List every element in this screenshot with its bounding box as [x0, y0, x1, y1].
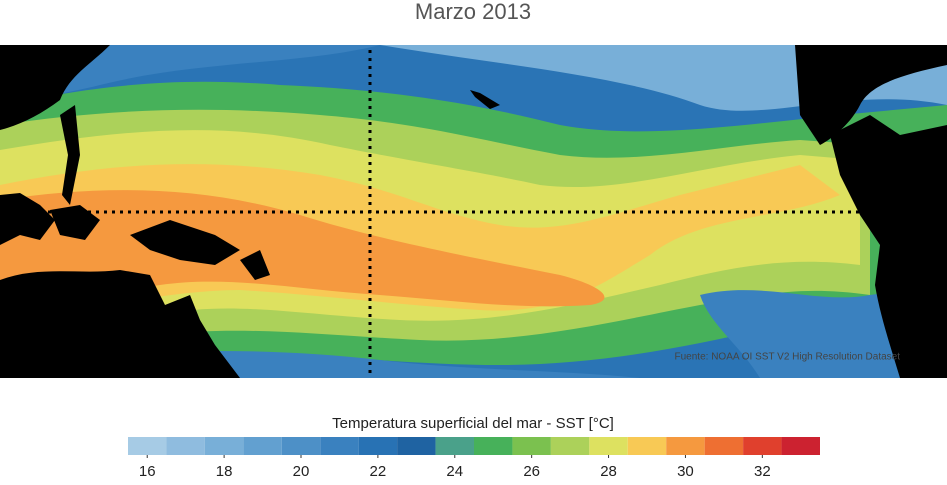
colorbar-swatch: [512, 437, 551, 455]
colorbar-swatch: [281, 437, 321, 455]
colorbar-swatch: [666, 437, 705, 455]
colorbar-tick-label: 24: [446, 463, 463, 480]
colorbar-swatch: [243, 437, 282, 455]
colorbar-tick-label: 18: [216, 463, 233, 480]
colorbar-tick-label: 28: [600, 463, 617, 480]
colorbar-swatch: [204, 437, 244, 455]
colorbar-tick-label: 16: [139, 463, 156, 480]
land: [0, 45, 947, 378]
colorbar-tick-label: 30: [677, 463, 694, 480]
colorbar: 16 18 20 22 24 26 28 30 32: [128, 437, 820, 480]
colorbar-swatch: [358, 437, 398, 455]
colorbar-swatch: [435, 437, 474, 455]
colorbar-tick-label: 26: [523, 463, 540, 480]
colorbar-swatch: [320, 437, 359, 455]
colorbar-tick-label: 20: [293, 463, 310, 480]
colorbar-swatch: [474, 437, 513, 455]
colorbar-swatch: [781, 437, 820, 455]
colorbar-label: Temperatura superficial del mar - SST [°…: [332, 415, 614, 432]
colorbar-swatch: [704, 437, 744, 455]
colorbar-tick-label: 32: [754, 463, 771, 480]
cool-north: [0, 45, 380, 105]
colorbar-swatch: [397, 437, 436, 455]
sst-map: Fuente: NOAA OI SST V2 High Resolution D…: [0, 45, 947, 378]
reference-lines: [0, 50, 947, 378]
colorbar-swatch: [550, 437, 590, 455]
colorbar-swatch: [627, 437, 667, 455]
colorbar-swatch: [589, 437, 628, 455]
colorbar-swatch: [166, 437, 205, 455]
colorbar-tick-label: 22: [370, 463, 387, 480]
map-title: Marzo 2013: [415, 0, 531, 24]
map-source: Fuente: NOAA OI SST V2 High Resolution D…: [675, 352, 901, 363]
colorbar-swatch: [743, 437, 782, 455]
colorbar-swatch: [128, 437, 167, 455]
